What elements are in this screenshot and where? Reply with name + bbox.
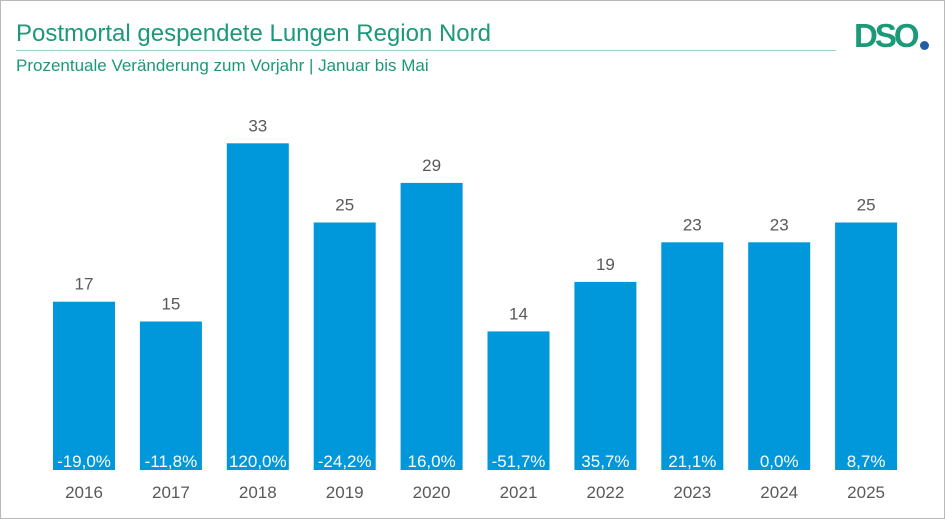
bar-2017 <box>139 321 202 470</box>
x-tick-label-2019: 2019 <box>326 483 364 502</box>
x-tick-label-2020: 2020 <box>413 483 451 502</box>
change-label-2017: -11,8% <box>145 452 198 471</box>
x-tick-label-2024: 2024 <box>760 483 798 502</box>
x-tick-label-2023: 2023 <box>673 483 711 502</box>
chart-subtitle: Prozentuale Veränderung zum Vorjahr | Ja… <box>16 56 429 75</box>
change-label-2025: 8,7% <box>847 452 886 471</box>
value-label-2022: 19 <box>596 255 615 274</box>
value-label-2023: 23 <box>683 215 702 234</box>
bar-2018 <box>226 143 289 471</box>
bar-2024 <box>748 242 811 470</box>
value-label-2024: 23 <box>770 215 789 234</box>
dso-logo: DSO <box>854 17 932 54</box>
x-tick-label-2022: 2022 <box>586 483 624 502</box>
bar-2025 <box>835 222 898 470</box>
value-label-2018: 33 <box>248 116 267 135</box>
value-label-2021: 14 <box>509 304 528 323</box>
change-label-2019: -24,2% <box>318 452 372 471</box>
x-tick-label-2016: 2016 <box>65 483 103 502</box>
bar-2020 <box>400 182 463 470</box>
change-label-2020: 16,0% <box>407 452 455 471</box>
value-label-2016: 17 <box>75 275 94 294</box>
bar-2023 <box>661 242 724 470</box>
change-label-2024: 0,0% <box>760 452 799 471</box>
value-label-2019: 25 <box>335 196 354 215</box>
value-label-2025: 25 <box>857 196 876 215</box>
change-label-2016: -19,0% <box>57 452 111 471</box>
bar-2019 <box>313 222 376 470</box>
logo-dot-icon <box>920 41 929 50</box>
logo-text: DSO <box>854 17 919 54</box>
x-tick-label-2021: 2021 <box>500 483 538 502</box>
bar-2022 <box>574 281 637 470</box>
change-label-2018: 120,0% <box>229 452 287 471</box>
x-tick-label-2018: 2018 <box>239 483 277 502</box>
change-label-2021: -51,7% <box>492 452 546 471</box>
change-label-2023: 21,1% <box>668 452 716 471</box>
x-tick-label-2017: 2017 <box>152 483 190 502</box>
bar-2021 <box>487 331 550 470</box>
value-label-2020: 29 <box>422 156 441 175</box>
chart-title: Postmortal gespendete Lungen Region Nord <box>16 20 491 47</box>
bar-2016 <box>53 301 115 470</box>
change-label-2022: 35,7% <box>581 452 629 471</box>
value-label-2017: 15 <box>161 295 180 314</box>
x-tick-label-2025: 2025 <box>847 483 885 502</box>
title-divider <box>16 50 836 51</box>
